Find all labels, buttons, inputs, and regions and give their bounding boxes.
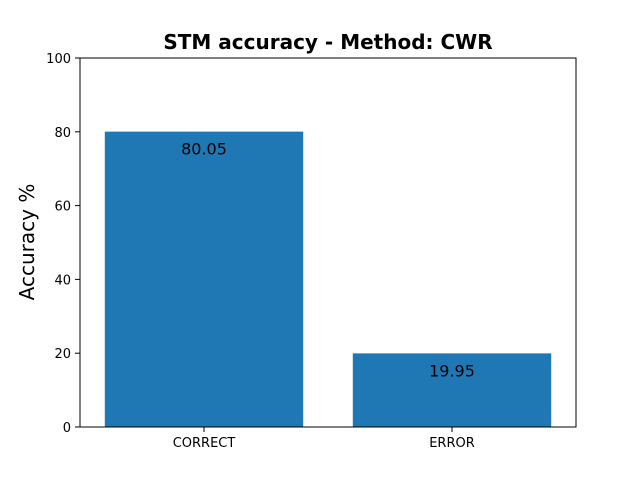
y-tick-label: 0 — [63, 421, 71, 436]
y-axis-label: Accuracy % — [15, 184, 39, 301]
bar-error — [352, 353, 552, 427]
chart-title: STM accuracy - Method: CWR — [163, 30, 492, 54]
y-tick-label: 60 — [54, 200, 71, 215]
y-tick-label: 40 — [54, 273, 71, 288]
x-tick-label: CORRECT — [173, 436, 236, 451]
bar-correct — [104, 131, 304, 428]
data-label-error: 19.95 — [429, 361, 475, 380]
data-label-correct: 80.05 — [181, 140, 227, 159]
plot-frame — [79, 57, 577, 428]
y-tick-label: 100 — [46, 52, 71, 67]
plot-area: 80.05 CORRECT 19.95 ERROR 0 20 40 60 80 100 — [46, 52, 577, 451]
x-tick-label: ERROR — [429, 436, 475, 451]
y-tick-label: 20 — [54, 347, 71, 362]
y-tick-label: 80 — [54, 126, 71, 141]
